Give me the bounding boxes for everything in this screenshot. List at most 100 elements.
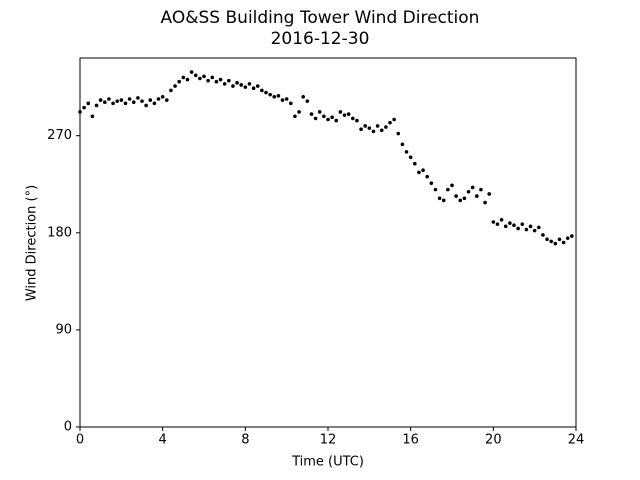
data-point [293, 114, 297, 119]
data-point [222, 82, 227, 86]
data-point [214, 79, 219, 84]
data-point [169, 88, 173, 93]
data-point [173, 84, 177, 88]
data-point [570, 234, 574, 238]
data-point [545, 237, 549, 242]
data-point [301, 95, 306, 99]
chart-title: AO&SS Building Tower Wind Direction [161, 8, 480, 28]
data-point [487, 192, 492, 196]
data-point [375, 124, 380, 128]
data-point [549, 239, 553, 244]
data-point [528, 224, 533, 229]
data-point [309, 112, 314, 116]
data-point [351, 116, 355, 121]
data-point [206, 78, 210, 83]
data-point [231, 84, 235, 88]
data-point [384, 125, 388, 129]
data-point [413, 161, 417, 166]
data-point [553, 241, 558, 246]
data-point [156, 97, 161, 101]
data-point [458, 198, 463, 203]
data-point [512, 223, 516, 228]
data-point [388, 120, 392, 125]
data-point [404, 150, 409, 154]
data-point [425, 174, 430, 179]
data-point [140, 99, 144, 103]
plot-frame [79, 57, 577, 428]
data-point [454, 194, 458, 198]
data-point [127, 97, 132, 101]
data-point [466, 189, 471, 194]
data-point [330, 115, 334, 120]
data-point [565, 236, 570, 240]
data-point [346, 112, 351, 116]
data-point [218, 77, 223, 82]
data-point [516, 226, 520, 231]
x-tick-label: 16 [402, 433, 419, 448]
data-point [160, 95, 165, 99]
x-tick-label: 0 [76, 433, 84, 448]
data-point [470, 185, 475, 190]
data-point [276, 93, 281, 98]
data-point [198, 76, 202, 81]
data-point [499, 218, 504, 222]
data-point [280, 98, 285, 102]
data-point [272, 95, 277, 99]
data-point [152, 101, 157, 106]
data-point [123, 101, 128, 106]
data-point [297, 110, 301, 114]
data-point [243, 85, 248, 89]
data-point [359, 127, 363, 132]
x-tick-label: 12 [320, 433, 337, 448]
data-point [90, 114, 95, 119]
data-point [131, 100, 136, 105]
data-point [326, 117, 330, 122]
x-tick-label: 4 [159, 433, 167, 448]
data-point [532, 228, 537, 233]
data-point [429, 181, 434, 185]
data-point [313, 116, 318, 121]
data-point [524, 227, 529, 232]
x-axis-label: Time (UTC) [291, 455, 364, 470]
data-point [421, 168, 425, 173]
data-point [541, 233, 545, 237]
data-point [185, 77, 190, 82]
data-point [317, 110, 322, 114]
data-point [342, 113, 347, 117]
data-point [247, 82, 252, 86]
data-point [305, 99, 310, 103]
data-point [392, 117, 396, 122]
data-point [107, 97, 111, 101]
data-point [363, 124, 368, 128]
data-point [495, 222, 500, 226]
data-point [144, 103, 148, 108]
data-point [181, 75, 186, 80]
data-point [417, 170, 421, 175]
y-tick-label: 180 [47, 225, 72, 240]
data-point [111, 101, 115, 106]
data-point [98, 98, 103, 102]
data-point [193, 73, 198, 78]
data-point [441, 198, 446, 203]
data-point [437, 196, 442, 201]
data-point [334, 118, 339, 123]
data-point [561, 240, 566, 245]
data-point [268, 92, 272, 97]
data-point [479, 187, 483, 192]
data-point [396, 131, 401, 136]
data-point [94, 103, 99, 108]
data-point [475, 194, 479, 198]
data-point [251, 86, 256, 91]
data-point [322, 114, 326, 119]
data-point [371, 129, 376, 134]
data-point [446, 187, 450, 192]
data-point [82, 105, 86, 110]
data-point [264, 90, 268, 95]
data-point [115, 99, 119, 103]
data-point [379, 128, 384, 133]
data-point [400, 142, 405, 147]
data-point [260, 88, 264, 93]
data-point [78, 110, 82, 114]
data-point [408, 155, 413, 160]
